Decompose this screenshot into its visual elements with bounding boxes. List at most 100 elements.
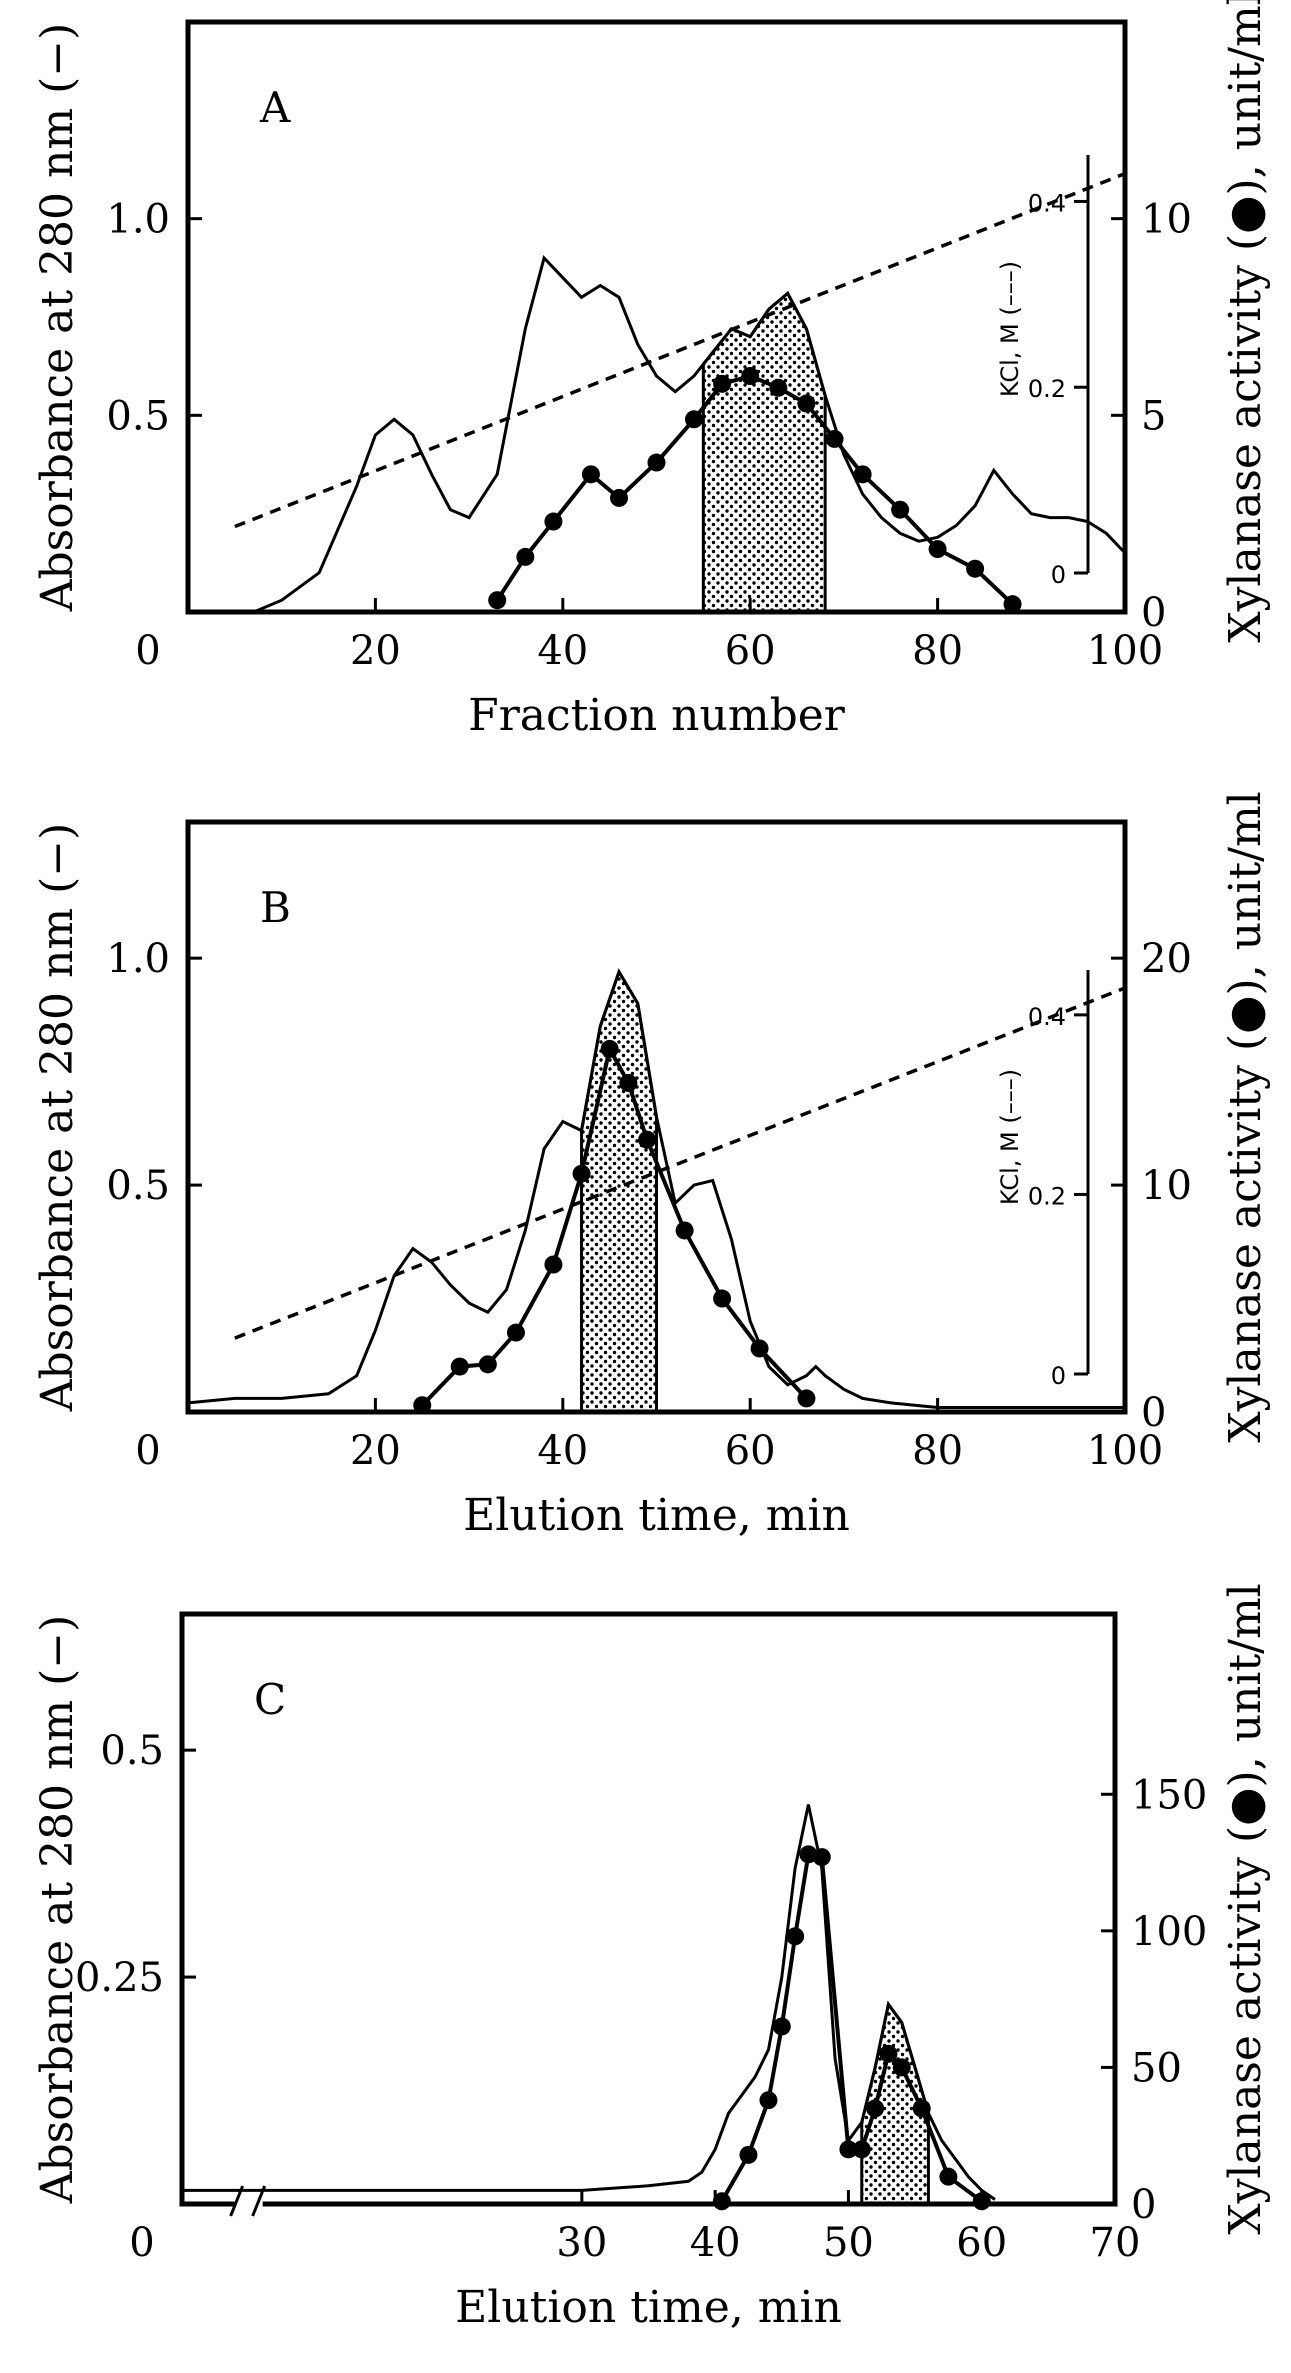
kcl-gradient-line — [234, 986, 1126, 1340]
x-tick-label: 80 — [912, 628, 963, 674]
y-right-axis-label: Xylanase activity (●), unit/ml — [1220, 791, 1271, 1443]
shaded-active-region — [580, 968, 658, 1414]
activity-point — [892, 2058, 911, 2077]
activity-point — [912, 2099, 931, 2118]
activity-point — [966, 559, 985, 578]
activity-point — [675, 1221, 694, 1240]
kcl-axis-tick-label: 0.4 — [1028, 1003, 1066, 1031]
activity-point — [506, 1323, 525, 1342]
y-right-tick-label: 0 — [1131, 2182, 1156, 2228]
y-left-tick-label: 1.0 — [106, 936, 170, 982]
y-right-tick-label: 10 — [1141, 1163, 1192, 1209]
activity-point — [772, 2017, 791, 2036]
kcl-gradient-line — [234, 171, 1126, 529]
activity-point — [600, 1039, 619, 1058]
x-tick-label: 60 — [725, 628, 776, 674]
x-tick-label: 40 — [690, 2220, 741, 2266]
kcl-axis-label: KCl, M (–––) — [996, 1069, 1024, 1205]
panel-label: B — [260, 883, 291, 932]
x-tick-label: 0 — [135, 628, 160, 674]
kcl-axis-tick-label: 0 — [1051, 1362, 1066, 1390]
activity-point — [1003, 595, 1022, 614]
activity-point — [786, 1927, 805, 1946]
activity-point — [797, 394, 816, 413]
activity-point — [647, 453, 666, 472]
activity-point — [581, 465, 600, 484]
x-tick-label: 40 — [537, 1428, 588, 1474]
y-left-tick-label: 0.25 — [75, 1955, 164, 2001]
activity-point — [928, 540, 947, 559]
x-axis-label: Elution time, min — [463, 1490, 850, 1541]
absorbance-curve — [187, 968, 1125, 1409]
activity-point — [478, 1355, 497, 1374]
x-tick-label: 40 — [537, 628, 588, 674]
y-right-tick-label: 20 — [1141, 936, 1192, 982]
x-tick-label: 80 — [912, 1428, 963, 1474]
activity-point — [972, 2192, 991, 2211]
activity-point — [750, 1339, 769, 1358]
y-right-tick-label: 10 — [1141, 197, 1192, 243]
activity-point — [610, 488, 629, 507]
x-tick-label: 0 — [135, 1428, 160, 1474]
y-right-axis-label: Xylanase activity (●), unit/ml — [1220, 1583, 1271, 2235]
y-left-tick-label: 0.5 — [106, 1163, 170, 1209]
x-tick-label: 50 — [823, 2220, 874, 2266]
activity-point — [769, 378, 788, 397]
plot-frame — [185, 19, 1128, 615]
y-left-axis-label: Absorbance at 280 nm (−) — [32, 23, 83, 613]
y-right-tick-label: 5 — [1141, 393, 1166, 439]
activity-point — [638, 1130, 657, 1149]
x-tick-label: 70 — [1090, 2220, 1141, 2266]
activity-point — [799, 1845, 818, 1864]
y-right-tick-label: 0 — [1141, 1390, 1166, 1436]
activity-point — [572, 1164, 591, 1183]
panel-label: C — [254, 1675, 286, 1724]
activity-point — [866, 2099, 885, 2118]
activity-point — [939, 2167, 958, 2186]
activity-point — [516, 547, 535, 566]
y-left-tick-label: 0.5 — [100, 1728, 164, 1774]
y-right-tick-label: 100 — [1131, 1909, 1207, 1955]
kcl-axis-tick-label: 0.2 — [1028, 1182, 1066, 1210]
activity-point — [891, 500, 910, 519]
activity-point — [544, 512, 563, 531]
y-left-tick-label: 0.5 — [106, 393, 170, 439]
x-axis-label: Elution time, min — [455, 2282, 842, 2333]
y-right-axis-label: Xylanase activity (●), unit/ml — [1220, 0, 1271, 643]
y-left-axis-label: Absorbance at 280 nm (−) — [32, 823, 83, 1413]
activity-point — [759, 2091, 778, 2110]
x-axis-label: Fraction number — [468, 690, 846, 741]
activity-point — [413, 1396, 432, 1415]
plot-frame — [179, 1611, 1118, 2207]
activity-point — [852, 2140, 871, 2159]
activity-point — [544, 1255, 563, 1274]
panel-label: A — [259, 83, 291, 132]
activity-point — [839, 2140, 858, 2159]
activity-point — [713, 1289, 732, 1308]
kcl-axis-label: KCl, M (–––) — [996, 261, 1024, 397]
y-left-tick-label: 1.0 — [106, 197, 170, 243]
activity-point — [825, 429, 844, 448]
absorbance-curve — [253, 255, 1127, 614]
activity-point — [450, 1357, 469, 1376]
x-tick-label: 100 — [1087, 1428, 1163, 1474]
x-tick-label: 60 — [956, 2220, 1007, 2266]
y-left-axis-label: Absorbance at 280 nm (−) — [32, 1615, 83, 2205]
x-tick-label: 100 — [1087, 628, 1163, 674]
x-tick-label: 60 — [725, 1428, 776, 1474]
kcl-axis-tick-label: 0 — [1051, 561, 1066, 589]
x-tick-label: 20 — [350, 1428, 401, 1474]
y-right-tick-label: 50 — [1131, 2045, 1182, 2091]
y-right-tick-label: 150 — [1131, 1772, 1207, 1818]
panel-b: 0 20 40 60 80 100 0.5 1.0 0 10 20 0 0.2 0.4 KCl, M (––… — [32, 791, 1271, 1541]
activity-point — [619, 1073, 638, 1092]
activity-point — [797, 1389, 816, 1408]
absorbance-curve — [182, 1804, 996, 2201]
activity-point — [712, 2192, 731, 2211]
activity-point — [879, 2044, 898, 2063]
activity-point — [684, 410, 703, 429]
plot-frame — [185, 819, 1128, 1415]
activity-point — [741, 367, 760, 385]
